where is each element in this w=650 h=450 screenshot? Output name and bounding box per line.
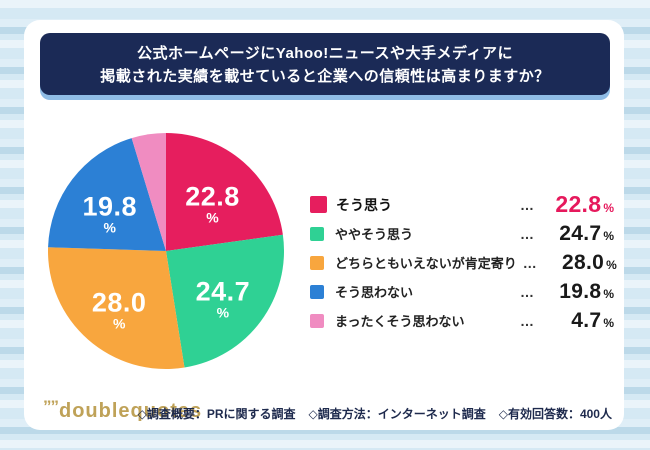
legend-item-1: ややそう思う … 24.7% (310, 219, 614, 248)
legend-dots: … (520, 312, 534, 329)
legend-item-4: まったくそう思わない … 4.7% (310, 306, 614, 335)
legend-swatch-icon (310, 196, 327, 213)
legend-label: ややそう思う (335, 227, 414, 242)
survey-info-item-0: ◇調査概要：PRに関する調査 (137, 406, 296, 421)
legend-swatch-icon (310, 284, 324, 299)
doublequotes-logo: ””doublequotes (43, 397, 203, 423)
legend-label: どちらともいえないが肯定寄り (335, 256, 517, 271)
pie-chart: 22.8% 24.7% 28.0% 19.8% (48, 133, 284, 369)
legend-swatch-icon (310, 313, 324, 328)
legend-value: 24.7% (559, 221, 614, 245)
legend-item-3: そう思わない … 19.8% (310, 277, 614, 306)
pie-slice-4 (131, 133, 166, 251)
pie-slice-2 (48, 247, 185, 369)
legend-dots: … (522, 254, 537, 271)
legend-swatch-icon (310, 226, 324, 241)
survey-info: ◇調査概要：PRに関する調査 ◇調査方法：インターネット調査 ◇有効回答数：400人 (138, 402, 612, 424)
legend-value: 4.7% (571, 308, 614, 332)
question-banner: 公式ホームページにYahoo!ニュースや大手メディアに 掲載された実績を載せてい… (40, 33, 610, 95)
legend-item-0: そう思う … 22.8% (310, 190, 614, 219)
legend-swatch-icon (310, 255, 324, 270)
logo-quote-marks-icon: ”” (43, 397, 59, 416)
survey-info-item-1: ◇調査方法：インターネット調査 (308, 406, 486, 421)
question-line-1: 公式ホームページにYahoo!ニュースや大手メディアに (137, 45, 513, 62)
pie-chart-svg (48, 133, 284, 369)
legend-value: 28.0% (562, 250, 617, 274)
legend-item-2: どちらともいえないが肯定寄り … 28.0% (310, 248, 617, 277)
legend-dots: … (520, 283, 534, 300)
pie-slice-0 (166, 133, 283, 251)
survey-info-item-2: ◇有効回答数：400人 (498, 406, 612, 421)
pie-slice-3 (48, 138, 166, 251)
legend-dots: … (520, 196, 534, 213)
pie-slice-1 (166, 234, 284, 368)
legend-value: 22.8% (555, 191, 614, 217)
legend-value: 19.8% (559, 279, 614, 303)
survey-result-card: 公式ホームページにYahoo!ニュースや大手メディアに 掲載された実績を載せてい… (24, 20, 624, 430)
chart-legend: そう思う… 22.8% ややそう思う… 24.7% どちらともいえないが肯定寄り… 28.… (310, 190, 617, 335)
legend-dots: … (520, 225, 534, 242)
legend-label: まったくそう思わない (335, 314, 465, 329)
question-line-2: 掲載された実績を載せていると企業への信頼性は高まりますか？ (100, 68, 550, 85)
logo-text: doublequotes (59, 400, 203, 422)
legend-label: そう思う (336, 196, 392, 213)
legend-label: そう思わない (335, 285, 414, 300)
